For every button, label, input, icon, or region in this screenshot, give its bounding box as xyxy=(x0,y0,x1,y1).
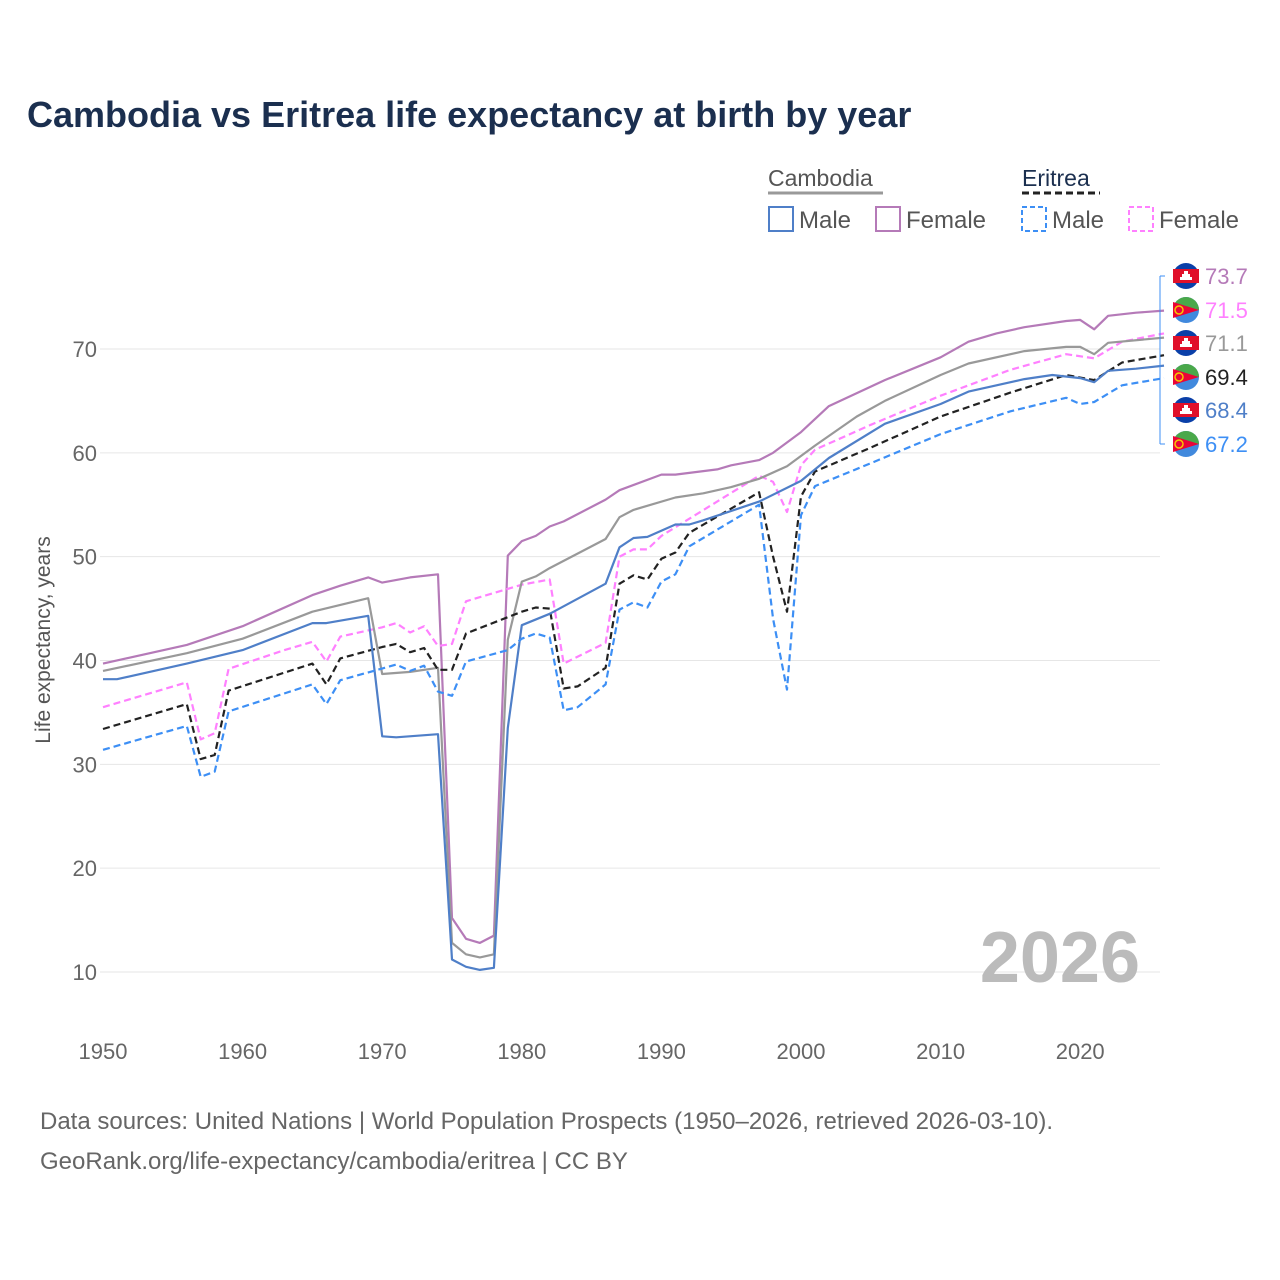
end-value-label: 73.7 xyxy=(1205,264,1248,289)
y-axis-label: Life expectancy, years xyxy=(32,536,55,743)
temple-icon xyxy=(1180,338,1192,347)
x-tick-label: 1970 xyxy=(358,1039,407,1064)
legend-group-eritrea: Eritrea xyxy=(1022,165,1090,191)
end-value-label: 68.4 xyxy=(1205,398,1248,423)
end-value-label: 71.5 xyxy=(1205,298,1248,323)
y-tick-label: 50 xyxy=(73,545,97,570)
legend-item-label: Male xyxy=(799,207,851,234)
end-value-label: 71.1 xyxy=(1205,331,1248,356)
series-line-eritrea-female xyxy=(102,332,1165,741)
series-line-cambodia-female xyxy=(102,309,1165,944)
y-tick-label: 30 xyxy=(73,752,97,777)
olive-wreath-icon xyxy=(1174,372,1184,382)
legend-swatch xyxy=(875,206,901,232)
temple-icon xyxy=(1180,271,1192,280)
year-watermark: 2026 xyxy=(980,918,1140,998)
legend-swatch xyxy=(768,206,794,232)
y-tick-label: 40 xyxy=(73,648,97,673)
end-value-label: 67.2 xyxy=(1205,432,1248,457)
end-value-label: 69.4 xyxy=(1205,365,1248,390)
y-tick-label: 70 xyxy=(73,337,97,362)
legend-swatch xyxy=(1021,206,1047,232)
y-tick-label: 60 xyxy=(73,441,97,466)
olive-wreath-icon xyxy=(1174,305,1184,315)
y-tick-label: 20 xyxy=(73,856,97,881)
chart-title: Cambodia vs Eritrea life expectancy at b… xyxy=(27,94,912,135)
x-tick-label: 1980 xyxy=(497,1039,546,1064)
source-line: Data sources: United Nations | World Pop… xyxy=(40,1108,1054,1135)
legend-item-label: Female xyxy=(906,207,986,234)
olive-wreath-icon xyxy=(1174,439,1184,449)
x-tick-label: 1950 xyxy=(79,1039,128,1064)
x-tick-label: 2000 xyxy=(777,1039,826,1064)
series-line-eritrea-male xyxy=(102,377,1165,778)
legend-item-label: Male xyxy=(1052,207,1104,234)
source-link[interactable]: GeoRank.org/life-expectancy/cambodia/eri… xyxy=(40,1148,628,1175)
x-tick-label: 1960 xyxy=(218,1039,267,1064)
temple-icon xyxy=(1180,405,1192,414)
legend-swatch xyxy=(1128,206,1154,232)
x-tick-label: 1990 xyxy=(637,1039,686,1064)
legend-item-label: Female xyxy=(1159,207,1239,234)
series-line-cambodia-male xyxy=(103,364,1165,971)
y-tick-label: 10 xyxy=(73,960,97,985)
x-tick-label: 2010 xyxy=(916,1039,965,1064)
legend-group-cambodia: Cambodia xyxy=(768,165,873,191)
series-line-eritrea xyxy=(102,354,1165,761)
end-label-bracket xyxy=(1159,275,1165,445)
series-line-cambodia xyxy=(102,336,1165,959)
x-tick-label: 2020 xyxy=(1056,1039,1105,1064)
